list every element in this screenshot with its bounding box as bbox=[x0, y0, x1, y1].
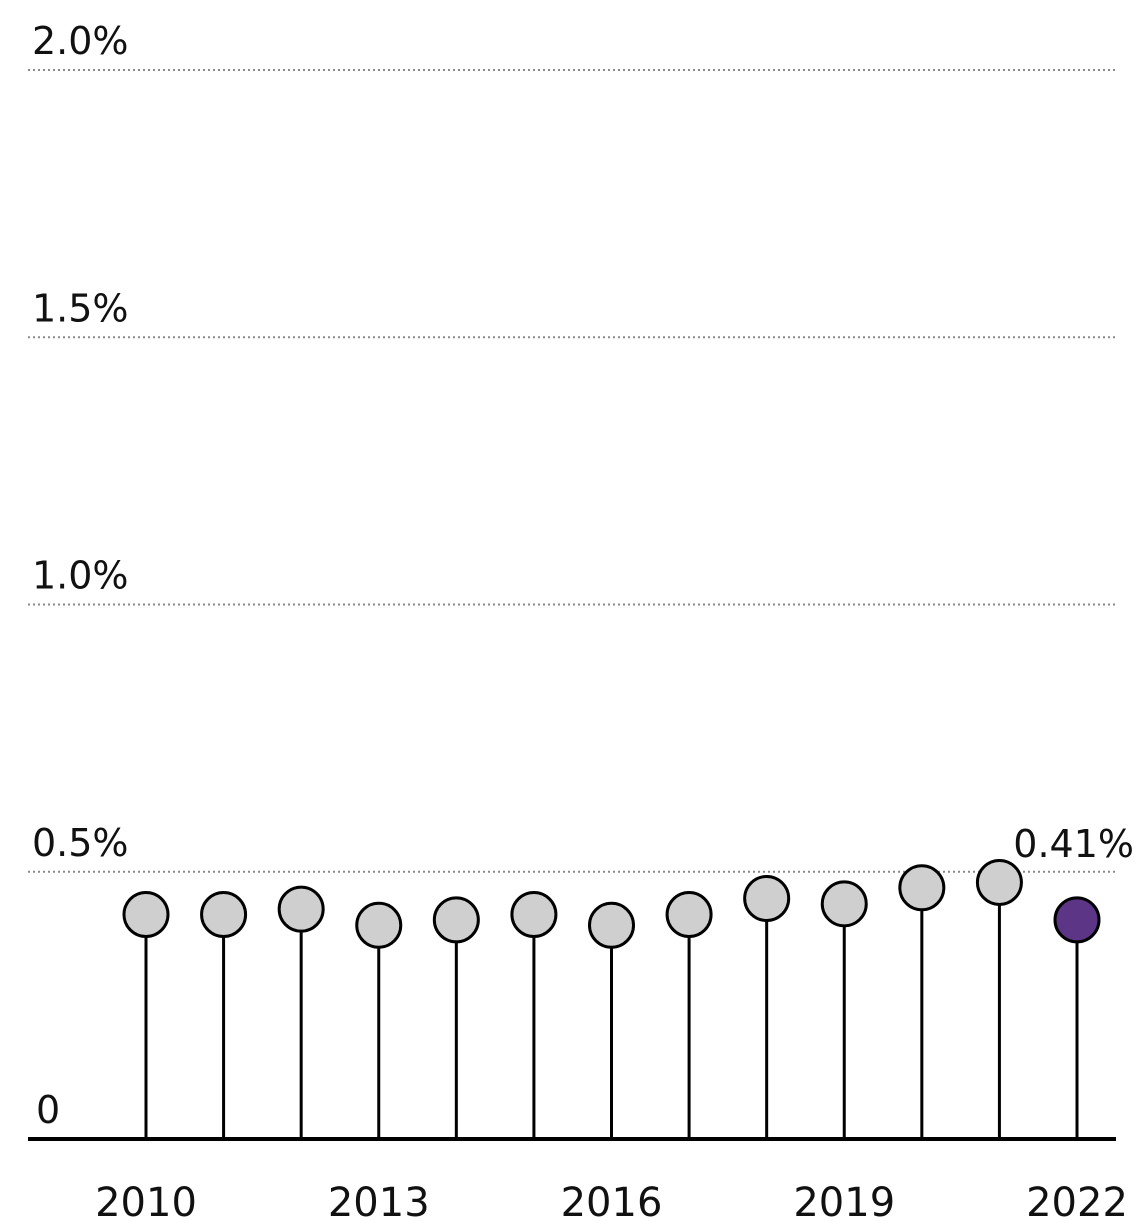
x-tick-label: 2010 bbox=[95, 1180, 197, 1221]
lollipop-dot bbox=[820, 880, 868, 928]
x-tick-label: 2013 bbox=[328, 1180, 430, 1221]
x-tick-label: 2016 bbox=[561, 1180, 663, 1221]
dot-layer bbox=[122, 858, 1101, 949]
lollipop-dot bbox=[510, 891, 558, 939]
x-tick-label: 2019 bbox=[793, 1180, 895, 1221]
lollipop-dot bbox=[975, 858, 1023, 906]
y-tick-label: 0.5% bbox=[32, 821, 129, 865]
lollipop-dot bbox=[432, 896, 480, 944]
stem-layer bbox=[144, 882, 1079, 1139]
y-tick-label: 1.5% bbox=[32, 286, 129, 330]
grid-layer bbox=[28, 69, 1116, 1141]
lollipop-dot bbox=[200, 891, 248, 939]
x-tick-label: 2022 bbox=[1026, 1180, 1128, 1221]
y-tick-label: 2.0% bbox=[32, 19, 129, 63]
lollipop-dot-highlight bbox=[1053, 896, 1101, 944]
lollipop-dot bbox=[665, 891, 713, 939]
y-tick-label: 0 bbox=[36, 1088, 60, 1132]
lollipop-dot bbox=[898, 864, 946, 912]
label-layer: 0 0.5% 1.0% 1.5% 2.0% 2010 2013 2016 2019 2022 0.4… bbox=[32, 19, 1134, 1221]
highlight-data-label: 0.41% bbox=[1013, 822, 1134, 866]
lollipop-dot bbox=[355, 901, 403, 949]
lollipop-dot bbox=[277, 885, 325, 933]
lollipop-dot bbox=[743, 874, 791, 922]
lollipop-dot bbox=[588, 901, 635, 949]
y-tick-label: 1.0% bbox=[32, 554, 129, 598]
lollipop-dot bbox=[122, 891, 170, 939]
